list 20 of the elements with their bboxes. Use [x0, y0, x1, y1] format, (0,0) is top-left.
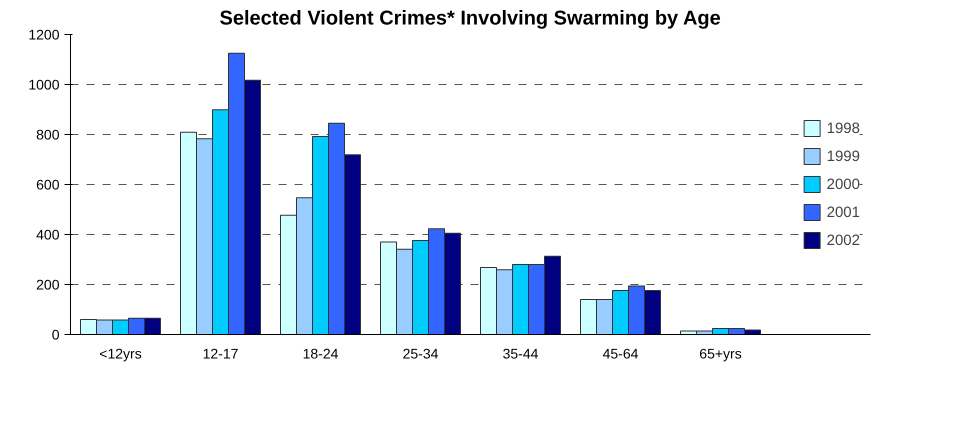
x-tick-label: 35-44	[502, 346, 539, 362]
x-tick-label: <12yrs	[99, 346, 142, 362]
x-tick-label: 25-34	[402, 346, 439, 362]
legend-label: 1998	[826, 120, 860, 136]
chart-title: Selected Violent Crimes* Involving Swarming by Age	[220, 8, 721, 30]
y-tick-label: 1200	[28, 26, 60, 42]
y-tick-label: 1000	[28, 76, 60, 92]
y-tick-label: 600	[36, 176, 60, 192]
legend-label: 2000	[826, 176, 860, 192]
x-tick-label: 12-17	[202, 346, 239, 362]
legend-label: 2002	[826, 232, 860, 248]
legend-label: 1999	[826, 148, 860, 164]
y-tick-label: 0	[52, 326, 60, 342]
x-tick-label: 45-64	[602, 346, 639, 362]
y-tick-label: 800	[36, 126, 60, 142]
y-tick-label: 200	[36, 276, 60, 292]
y-tick-label: 400	[36, 226, 60, 242]
legend-label: 2001	[826, 204, 860, 220]
x-tick-label: 18-24	[302, 346, 339, 362]
x-tick-label: 65+yrs	[699, 346, 742, 362]
